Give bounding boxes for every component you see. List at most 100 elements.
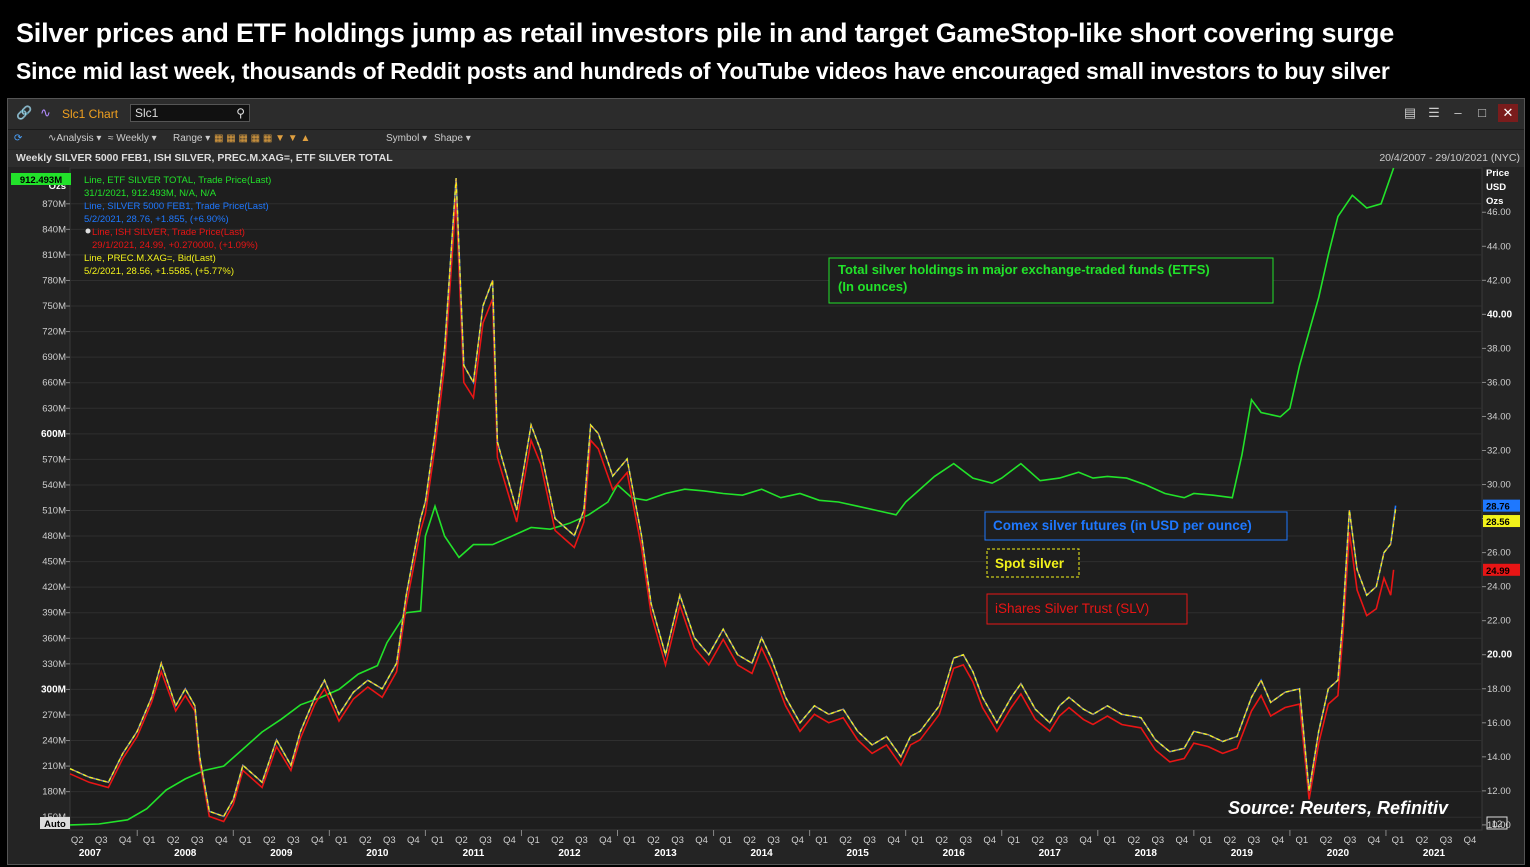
- legend-series-name: Line, PREC.M.XAG=, Bid(Last): [84, 253, 216, 264]
- x-quarter-label: Q2: [263, 835, 276, 846]
- symbol-label: Symbol: [386, 133, 420, 144]
- etf-annotation-text: (In ounces): [838, 279, 907, 294]
- x-quarter-label: Q3: [767, 835, 780, 846]
- x-quarter-label: Q2: [1224, 835, 1237, 846]
- shape-label: Shape: [434, 133, 463, 144]
- auto-scale-box: [40, 817, 70, 829]
- etf-last-badge: [11, 173, 71, 185]
- interval-menu[interactable]: ≈ Weekly ▾: [108, 133, 157, 144]
- left-tick-label: 240M: [42, 736, 66, 747]
- x-quarter-label: Q2: [647, 835, 660, 846]
- x-quarter-label: Q4: [983, 835, 996, 846]
- range-label: Range: [173, 133, 203, 144]
- shape-menu[interactable]: Shape ▾: [434, 133, 471, 144]
- app-title: Slc1 Chart: [62, 107, 119, 121]
- left-tick-label: 840M: [42, 224, 66, 235]
- left-tick-label: 660M: [42, 378, 66, 389]
- x-quarter-label: Q1: [335, 835, 348, 846]
- right-tick-label: 16.00: [1487, 718, 1511, 729]
- x-quarter-label: Q2: [167, 835, 180, 846]
- range-menu[interactable]: Range ▾: [173, 133, 211, 144]
- close-icon[interactable]: ✕: [1498, 104, 1518, 122]
- menu-icon[interactable]: ☰: [1428, 105, 1440, 120]
- right-tick-label: 32.00: [1487, 445, 1511, 456]
- etf-annotation-box: [828, 257, 1274, 304]
- left-tick-label: 600M: [41, 429, 66, 440]
- slv-last-value: 24.99: [1486, 566, 1510, 577]
- maximize-icon[interactable]: □: [1478, 105, 1486, 120]
- etf-last-value: 912.493M: [20, 175, 62, 186]
- left-tick-label: 690M: [42, 352, 66, 363]
- headline: Silver prices and ETF holdings jump as r…: [16, 18, 1395, 48]
- left-tick-label: 510M: [42, 506, 66, 517]
- right-tick-label: 40.00: [1487, 309, 1512, 320]
- analysis-menu[interactable]: ∿Analysis ▾: [48, 133, 102, 144]
- minimize-icon[interactable]: –: [1454, 105, 1462, 120]
- source-note: Source: Reuters, Refinitiv: [1228, 798, 1449, 818]
- x-quarter-label: Q4: [1272, 835, 1285, 846]
- x-quarter-label: Q3: [287, 835, 300, 846]
- ric-search-input[interactable]: Slc1 ⚲: [130, 104, 250, 122]
- x-year-label: 2020: [1327, 848, 1350, 859]
- x-quarter-label: Q3: [95, 835, 108, 846]
- spot-annotation-box: [986, 548, 1080, 578]
- x-quarter-label: Q4: [407, 835, 420, 846]
- x-quarter-label: Q2: [1320, 835, 1333, 846]
- right-tick-label: 42.00: [1487, 275, 1511, 286]
- x-quarter-label: Q1: [1007, 835, 1020, 846]
- drawing-tools-icon[interactable]: ▦ ▦ ▦ ▦ ▦ ▼ ▼ ▲: [214, 133, 311, 144]
- right-tick-label: 10.00: [1487, 820, 1511, 831]
- x-year-label: 2015: [847, 848, 870, 859]
- right-tick-label: 36.00: [1487, 377, 1511, 388]
- x-quarter-label: Q1: [719, 835, 732, 846]
- x-year-label: 2021: [1423, 848, 1446, 859]
- right-axis-label: Ozs: [1486, 196, 1503, 207]
- legend-series-value: 29/1/2021, 24.99, +0.270000, (+1.09%): [92, 240, 258, 251]
- comex-annotation-text: Comex silver futures (in USD per ounce): [993, 518, 1252, 533]
- right-tick-label: 24.00: [1487, 582, 1511, 593]
- comex-last-badge: [1483, 499, 1520, 512]
- ric-search-value: Slc1: [135, 106, 159, 120]
- search-icon[interactable]: ⚲: [236, 106, 245, 120]
- left-tick-label: 300M: [41, 684, 66, 695]
- x-quarter-label: Q4: [695, 835, 708, 846]
- x-quarter-label: Q2: [743, 835, 756, 846]
- left-tick-label: 720M: [42, 327, 66, 338]
- window-titlebar: 🔗 ∿ Slc1 Chart Slc1 ⚲ ▤ ☰ – □ ✕: [8, 99, 1524, 130]
- series-line-slv: [69, 198, 1395, 823]
- x-quarter-label: Q1: [1392, 835, 1405, 846]
- x-quarter-label: Q4: [1464, 835, 1477, 846]
- x-quarter-label: Q2: [839, 835, 852, 846]
- series-line-etf: [69, 167, 1395, 826]
- right-tick-label: 30.00: [1487, 480, 1511, 491]
- x-quarter-label: Q1: [911, 835, 924, 846]
- x-quarter-label: Q1: [431, 835, 444, 846]
- legend-series-name: Line, ISH SILVER, Trade Price(Last): [92, 227, 245, 238]
- x-quarter-label: Q4: [503, 835, 516, 846]
- series-line-spot: [69, 178, 1397, 818]
- right-axis-label: USD: [1486, 182, 1506, 193]
- symbol-menu[interactable]: Symbol ▾: [386, 133, 428, 144]
- x-quarter-label: Q3: [479, 835, 492, 846]
- layout-icon[interactable]: ▤: [1403, 105, 1417, 120]
- x-quarter-label: Q2: [1127, 835, 1140, 846]
- comex-annotation-box: [984, 511, 1288, 541]
- legend-marker: [85, 228, 91, 234]
- refresh-icon[interactable]: ⟳: [14, 133, 23, 144]
- right-tick-label: 34.00: [1487, 411, 1511, 422]
- link-icon[interactable]: 🔗: [16, 105, 33, 120]
- left-tick-label: 810M: [42, 250, 66, 261]
- x-quarter-label: Q1: [1103, 835, 1116, 846]
- left-tick-label: 420M: [42, 582, 66, 593]
- subheadline: Since mid last week, thousands of Reddit…: [16, 58, 1390, 84]
- legend-series-value: 5/2/2021, 28.56, +1.5585, (+5.77%): [84, 266, 234, 277]
- x-quarter-label: Q2: [455, 835, 468, 846]
- left-tick-label: 780M: [42, 275, 66, 286]
- left-axis-label: Ozs: [49, 181, 66, 192]
- left-tick-label: 210M: [42, 761, 66, 772]
- x-quarter-label: Q1: [815, 835, 828, 846]
- x-quarter-label: Q2: [359, 835, 372, 846]
- left-tick-label: 870M: [42, 199, 66, 210]
